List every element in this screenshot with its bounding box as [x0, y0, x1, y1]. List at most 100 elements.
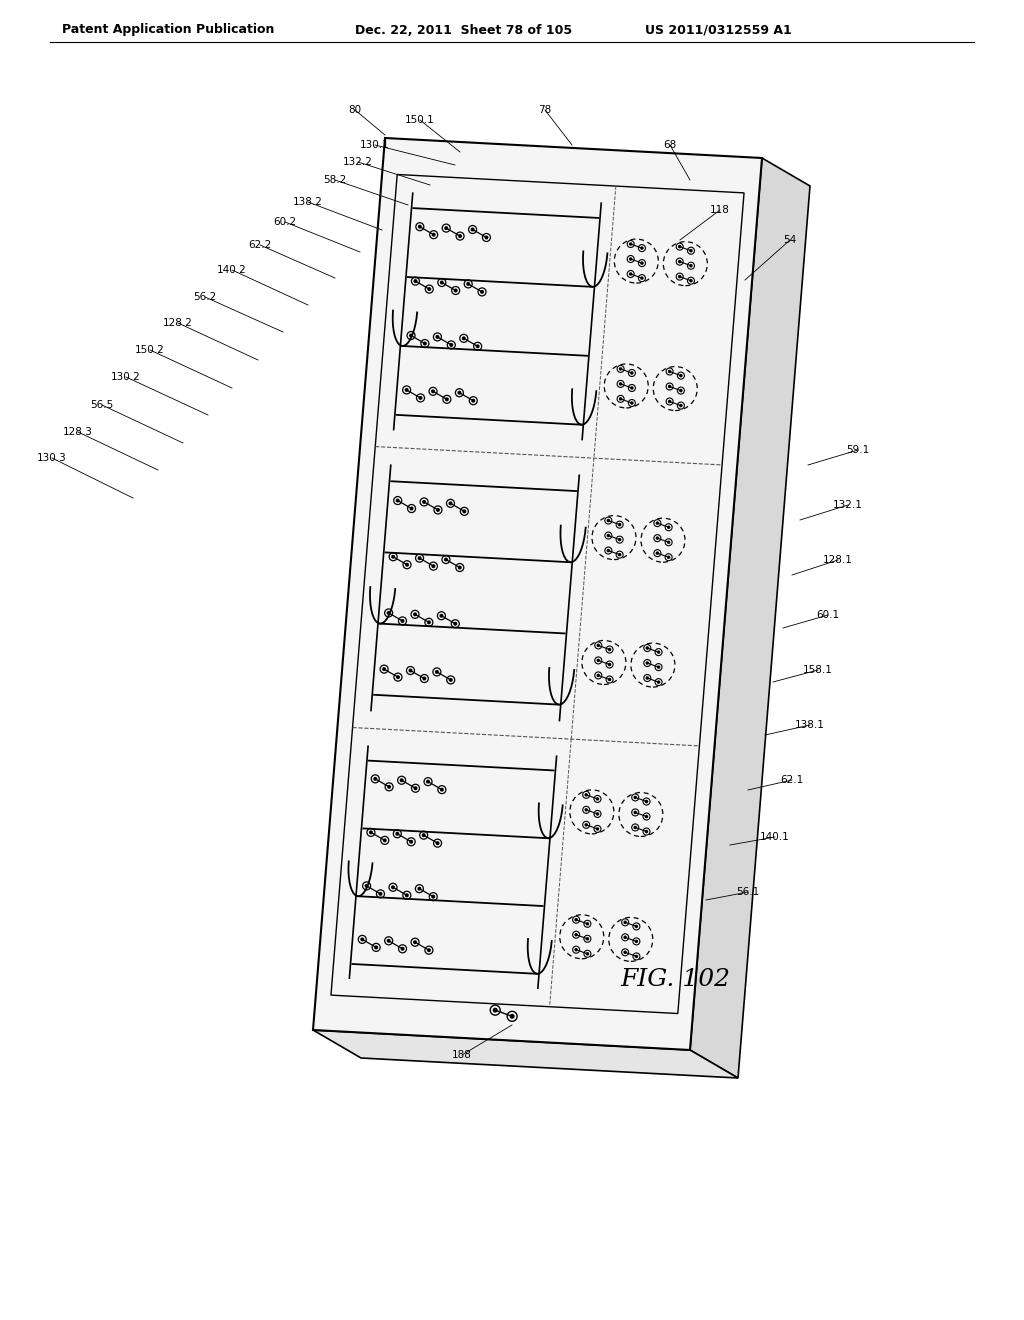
- Polygon shape: [313, 139, 762, 1049]
- Circle shape: [586, 923, 589, 925]
- Circle shape: [656, 651, 660, 653]
- Circle shape: [414, 787, 418, 791]
- Text: 56.5: 56.5: [90, 400, 114, 411]
- Circle shape: [444, 557, 447, 561]
- Circle shape: [431, 564, 435, 568]
- Circle shape: [454, 289, 458, 293]
- Circle shape: [409, 334, 413, 338]
- Text: 58.2: 58.2: [324, 176, 347, 185]
- Circle shape: [645, 814, 648, 818]
- Circle shape: [387, 611, 390, 615]
- Text: 62.1: 62.1: [780, 775, 804, 785]
- Circle shape: [391, 554, 395, 558]
- Circle shape: [596, 812, 599, 816]
- Circle shape: [679, 389, 683, 392]
- Text: 62.2: 62.2: [249, 240, 271, 249]
- Circle shape: [667, 525, 671, 529]
- Circle shape: [383, 838, 387, 842]
- Circle shape: [655, 521, 659, 525]
- Circle shape: [645, 647, 649, 649]
- Circle shape: [634, 826, 637, 829]
- Circle shape: [369, 830, 373, 834]
- Circle shape: [444, 397, 449, 401]
- Circle shape: [640, 261, 644, 265]
- Circle shape: [640, 247, 644, 249]
- Circle shape: [608, 677, 611, 681]
- Circle shape: [471, 227, 474, 231]
- Circle shape: [629, 272, 633, 276]
- Circle shape: [427, 948, 431, 952]
- Circle shape: [454, 622, 458, 626]
- Circle shape: [596, 828, 599, 830]
- Circle shape: [418, 224, 422, 228]
- Text: 150.2: 150.2: [135, 345, 165, 355]
- Text: 68: 68: [664, 140, 677, 150]
- Circle shape: [476, 345, 479, 348]
- Circle shape: [449, 502, 453, 506]
- Circle shape: [656, 680, 660, 684]
- Circle shape: [597, 644, 600, 647]
- Circle shape: [574, 917, 578, 921]
- Circle shape: [395, 832, 399, 836]
- Circle shape: [422, 500, 426, 504]
- Circle shape: [624, 936, 627, 939]
- Circle shape: [585, 793, 588, 796]
- Circle shape: [678, 246, 681, 248]
- Circle shape: [493, 1007, 498, 1012]
- Text: 56.1: 56.1: [736, 887, 760, 898]
- Circle shape: [427, 288, 431, 292]
- Circle shape: [422, 833, 426, 837]
- Circle shape: [409, 668, 413, 672]
- Circle shape: [432, 232, 435, 236]
- Circle shape: [458, 391, 462, 395]
- Circle shape: [406, 562, 409, 566]
- Circle shape: [373, 777, 377, 781]
- Circle shape: [655, 552, 659, 554]
- Circle shape: [630, 401, 634, 405]
- Circle shape: [624, 950, 627, 954]
- Circle shape: [431, 895, 435, 899]
- Circle shape: [608, 663, 611, 667]
- Circle shape: [374, 945, 378, 949]
- Circle shape: [586, 937, 589, 941]
- Circle shape: [656, 665, 660, 669]
- Circle shape: [618, 367, 623, 371]
- Circle shape: [365, 884, 369, 888]
- Text: FIG. 102: FIG. 102: [620, 969, 730, 991]
- Circle shape: [597, 659, 600, 663]
- Text: 128.2: 128.2: [163, 318, 193, 327]
- Circle shape: [689, 264, 692, 268]
- Circle shape: [635, 940, 638, 944]
- Text: 150.1: 150.1: [406, 115, 435, 125]
- Polygon shape: [690, 158, 810, 1078]
- Circle shape: [608, 648, 611, 651]
- Circle shape: [617, 523, 622, 527]
- Circle shape: [382, 667, 386, 671]
- Circle shape: [678, 260, 681, 264]
- Circle shape: [426, 780, 430, 784]
- Circle shape: [435, 335, 439, 339]
- Circle shape: [667, 556, 671, 558]
- Circle shape: [606, 549, 610, 552]
- Circle shape: [635, 925, 638, 928]
- Circle shape: [667, 540, 671, 544]
- Text: 128.1: 128.1: [823, 554, 853, 565]
- Circle shape: [399, 779, 403, 783]
- Circle shape: [387, 785, 391, 789]
- Circle shape: [414, 279, 418, 282]
- Circle shape: [404, 894, 409, 898]
- Circle shape: [413, 612, 417, 616]
- Circle shape: [689, 279, 692, 282]
- Text: 118: 118: [710, 205, 730, 215]
- Circle shape: [645, 800, 648, 804]
- Circle shape: [679, 404, 683, 408]
- Text: 59.1: 59.1: [847, 445, 869, 455]
- Circle shape: [606, 533, 610, 537]
- Circle shape: [629, 257, 633, 261]
- Circle shape: [480, 290, 484, 294]
- Text: 158.1: 158.1: [803, 665, 833, 675]
- Circle shape: [422, 677, 426, 681]
- Text: Patent Application Publication: Patent Application Publication: [62, 24, 274, 37]
- Circle shape: [466, 282, 470, 286]
- Circle shape: [645, 830, 648, 833]
